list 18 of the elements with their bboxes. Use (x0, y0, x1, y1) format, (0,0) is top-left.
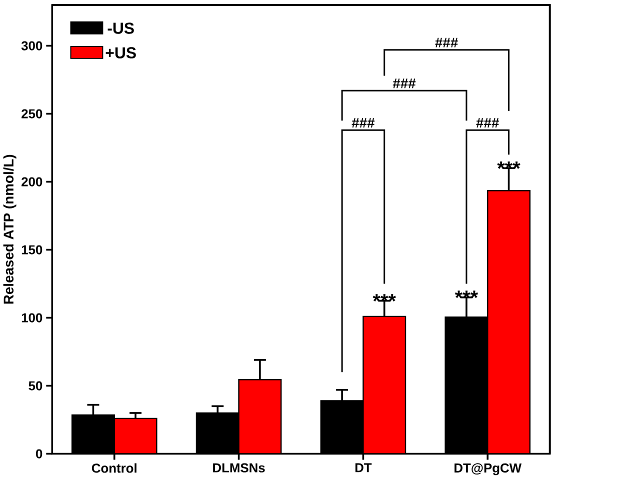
x-tick-label: DT@PgCW (454, 463, 522, 476)
y-tick-label: 50 (28, 381, 42, 391)
legend-label: -US (108, 22, 134, 34)
annotation: ### (392, 78, 416, 88)
y-tick-label: 300 (21, 41, 42, 51)
y-tick-label: 0 (36, 449, 42, 459)
annotation: ### (435, 38, 458, 48)
annotation: ### (476, 118, 499, 128)
y-tick-label: 150 (22, 245, 42, 255)
y-tick-label: 250 (22, 109, 42, 119)
annotation: ### (352, 118, 375, 128)
y-axis-title: Released ATP (nmol/L) (3, 155, 16, 304)
y-tick-label: 100 (22, 313, 42, 323)
x-tick-label: DLMSNs (213, 463, 265, 473)
y-tick-label: 200 (22, 177, 42, 187)
x-tick-label: DT (355, 463, 372, 472)
legend-label: +US (106, 47, 136, 59)
x-tick-label: Control (92, 463, 136, 473)
